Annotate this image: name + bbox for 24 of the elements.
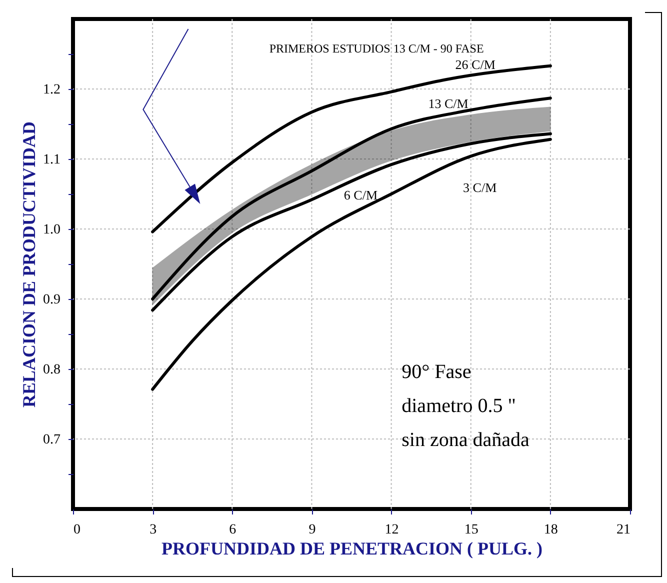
line-series — [151, 138, 552, 391]
annotation: PRIMEROS ESTUDIOS 13 C/M - 90 FASE — [269, 41, 484, 56]
line-series — [151, 132, 552, 312]
x-tick-label: 21 — [616, 522, 630, 538]
x-axis-title: PROFUNDIDAD DE PENETRACION ( PULG. ) — [162, 538, 543, 558]
y-tick-label: 1.1 — [43, 152, 60, 168]
annotation: 90° Fase diametro 0.5 " sin zona dañada — [402, 360, 530, 451]
y-tick-label: 1.0 — [43, 222, 60, 238]
x-tick-label: 0 — [74, 522, 80, 538]
series-label: 3 C/M — [463, 180, 498, 196]
y-tick-label: 1.2 — [43, 82, 60, 98]
x-tick-label: 6 — [229, 522, 236, 538]
x-tick-label: 18 — [544, 522, 558, 538]
series-label: 26 C/M — [455, 56, 496, 72]
x-tick-label: 9 — [308, 522, 316, 538]
x-tick-label: 15 — [464, 522, 478, 538]
y-axis-title: RELACION DE PRODUCTIVIDAD — [19, 121, 39, 408]
x-tick-label: 3 — [150, 522, 157, 538]
y-tick-label: 0.9 — [43, 292, 60, 308]
series-label: 6 C/M — [344, 188, 378, 203]
y-tick-label: 0.7 — [43, 432, 60, 448]
x-tick-label: 12 — [384, 522, 399, 538]
y-tick-label: 0.8 — [43, 362, 60, 378]
series-label: 13 C/M — [428, 96, 469, 111]
